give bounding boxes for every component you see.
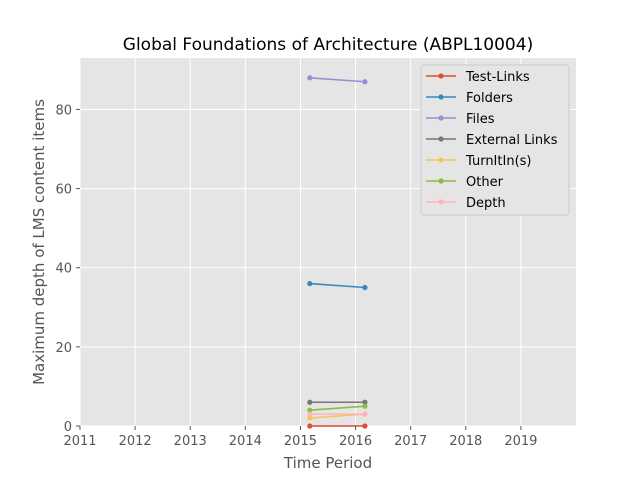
x-tick-label: 2018: [449, 434, 482, 449]
x-tick-label: 2011: [63, 434, 96, 449]
y-tick-label: 40: [55, 262, 72, 277]
data-point: [362, 411, 368, 417]
data-point: [307, 280, 313, 287]
y-tick-label: 0: [64, 420, 72, 435]
series-other: [307, 403, 368, 413]
x-tick-label: 2012: [119, 434, 152, 449]
y-axis-ticks: 0 20 40 60 80: [55, 103, 80, 435]
y-tick-label: 20: [55, 341, 72, 356]
legend-label: Folders: [466, 91, 513, 106]
legend-label: Other: [466, 175, 504, 190]
legend-marker: [438, 178, 444, 184]
series-line: [309, 76, 365, 83]
legend-label: Files: [466, 112, 495, 127]
series-files: [307, 75, 368, 85]
legend-marker: [438, 94, 444, 100]
legend-label: External Links: [466, 133, 558, 148]
legend-item: Folders: [426, 91, 513, 106]
x-tick-label: 2019: [504, 434, 537, 449]
legend-label: TurnItIn(s): [465, 154, 531, 169]
legend-marker: [438, 199, 444, 205]
y-tick-label: 80: [55, 103, 72, 118]
series-folders: [307, 280, 368, 291]
x-tick-label: 2017: [394, 434, 427, 449]
legend-item: Depth: [426, 196, 506, 211]
data-point: [362, 403, 368, 409]
legend-item: External Links: [426, 133, 558, 148]
data-point: [307, 407, 313, 413]
legend-box: [420, 64, 570, 216]
legend-item: Files: [426, 112, 495, 127]
chart-title: Global Foundations of Architecture (ABPL…: [123, 35, 533, 55]
data-point: [362, 423, 368, 429]
y-axis-label: Maximum depth of LMS content items: [30, 99, 48, 385]
series-line: [309, 405, 365, 411]
data-point: [362, 399, 368, 405]
x-tick-label: 2013: [174, 434, 207, 449]
legend-item: Other: [426, 175, 504, 190]
grid-lines: [79, 58, 576, 427]
x-axis-ticks: 2011 2012 2013 2014 2015 2016 2017 2018 2019: [63, 426, 537, 449]
x-tick-label: 2016: [339, 434, 372, 449]
data-point: [307, 423, 313, 429]
legend-label: Test-Links: [465, 70, 530, 85]
series-depth: [307, 411, 368, 417]
series-external-links: [307, 399, 368, 405]
series-layer: [307, 75, 368, 429]
series-line: [309, 282, 365, 289]
legend-item: Test-Links: [426, 70, 530, 85]
data-point: [307, 399, 313, 405]
data-point: [307, 415, 313, 421]
legend-item: TurnItIn(s): [426, 154, 531, 169]
x-tick-label: 2015: [284, 434, 317, 449]
data-point: [307, 411, 313, 417]
legend-marker: [438, 115, 444, 121]
y-tick-label: 60: [55, 183, 72, 198]
legend-marker: [438, 136, 444, 142]
data-point: [362, 284, 368, 291]
legend: Test-Links Folders Files External Links Turn…: [420, 64, 570, 216]
x-axis-label: Time Period: [283, 454, 372, 472]
data-point: [307, 75, 313, 81]
x-tick-label: 2014: [229, 434, 262, 449]
legend-marker: [438, 157, 444, 163]
legend-marker: [438, 73, 444, 79]
data-point: [362, 79, 368, 85]
legend-label: Depth: [466, 196, 506, 211]
